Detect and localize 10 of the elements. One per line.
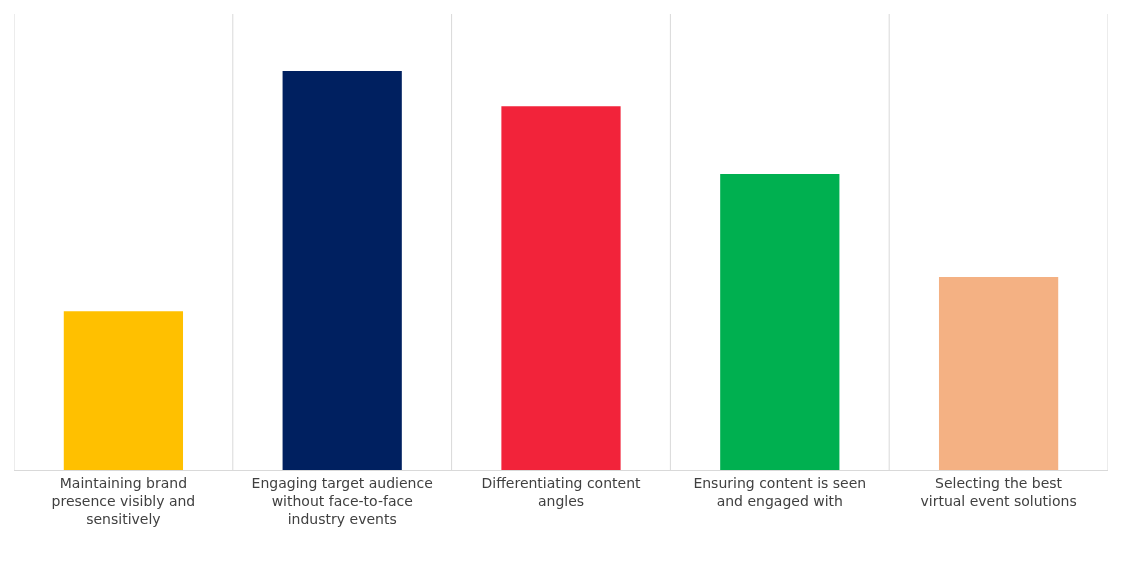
bar xyxy=(720,173,840,470)
x-tick-label: Ensuring content is seen and engaged with xyxy=(693,474,867,509)
x-tick-label: Engaging target audience without face-to-face industry events xyxy=(251,474,433,528)
bar xyxy=(501,106,621,470)
x-tick-label: Differentiating content angles xyxy=(481,474,642,509)
x-tick-label: Selecting the best virtual event solutions xyxy=(920,474,1077,509)
bar xyxy=(938,276,1059,470)
bar xyxy=(63,311,184,470)
x-tick-label: Maintaining brand presence visibly and sensitively xyxy=(51,474,196,528)
bar xyxy=(282,71,402,470)
